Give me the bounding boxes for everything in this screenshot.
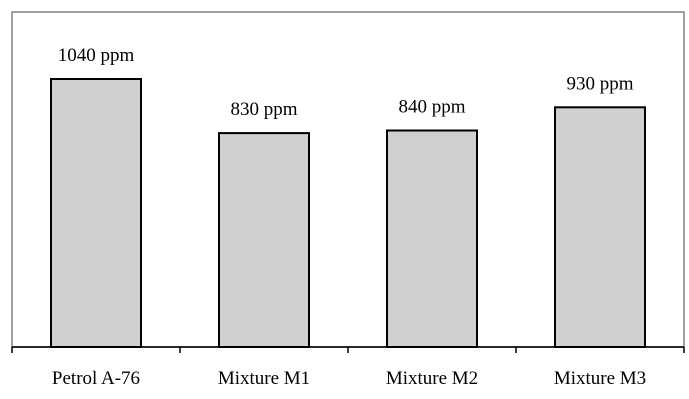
category-labels: Petrol A-76 Mixture M1 Mixture M2 Mixture M… [52,368,646,389]
category-label: Mixture M1 [218,368,310,389]
x-ticks [11,347,685,353]
data-label: 930 ppm [566,73,633,94]
bars-layer [50,78,646,348]
category-label: Mixture M3 [554,368,646,389]
category-label: Petrol A-76 [52,368,140,389]
data-label: 840 ppm [398,97,465,118]
category-label: Mixture M2 [386,368,478,389]
bar-mixture-m2 [386,129,478,348]
bar-petrol-a-76 [50,78,142,348]
data-labels: 1040 ppm 830 ppm 840 ppm 930 ppm [58,45,634,120]
bar-mixture-m3 [554,106,646,348]
bar-mixture-m1 [218,132,310,348]
data-label: 1040 ppm [58,45,135,66]
data-label: 830 ppm [230,99,297,120]
